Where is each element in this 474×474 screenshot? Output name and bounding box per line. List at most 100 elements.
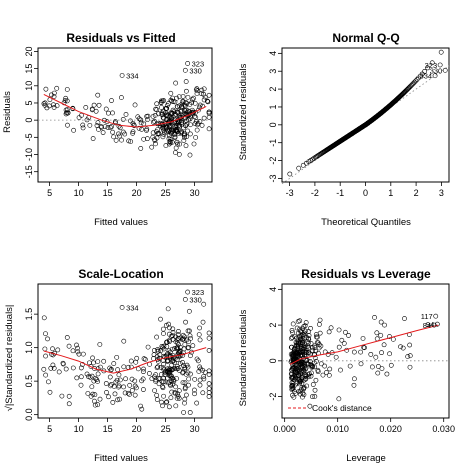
data-point (128, 118, 133, 124)
data-point (297, 318, 303, 324)
data-point (110, 129, 116, 135)
data-point (300, 390, 306, 396)
data-point (78, 374, 84, 380)
data-point (161, 116, 167, 121)
data-point (291, 394, 297, 400)
data-point (62, 98, 68, 103)
point-label: 330 (189, 66, 202, 75)
data-point (144, 128, 149, 133)
y-tick-label: 2 (268, 323, 278, 328)
data-point (369, 364, 375, 370)
data-point (308, 340, 314, 346)
data-point (314, 340, 320, 346)
point-label: 330 (189, 295, 202, 304)
data-point (419, 71, 425, 77)
data-point (43, 86, 49, 92)
data-point (292, 334, 298, 340)
data-point (175, 104, 180, 110)
data-point (308, 325, 313, 331)
data-point (183, 100, 189, 105)
data-point (159, 399, 164, 405)
data-point (95, 120, 101, 126)
data-point (158, 365, 164, 370)
data-point (176, 342, 181, 347)
data-point (92, 392, 98, 398)
data-point (182, 334, 187, 340)
data-point (317, 317, 323, 323)
labeled-point (185, 61, 191, 66)
data-point (180, 360, 185, 365)
data-point (132, 392, 138, 398)
data-point (307, 359, 313, 364)
data-point (188, 371, 193, 377)
data-point (91, 378, 97, 384)
data-point (152, 118, 157, 124)
smooth-line (43, 93, 207, 128)
point-label: 334 (126, 71, 139, 80)
data-point (303, 160, 309, 166)
data-point (139, 126, 145, 132)
data-point (302, 323, 308, 329)
data-point (289, 380, 295, 386)
data-point (166, 372, 172, 378)
data-point (296, 165, 302, 171)
x-tick-label: 5 (47, 188, 52, 198)
data-point (155, 348, 161, 354)
y-tick-label: -2 (268, 393, 278, 401)
data-point (197, 377, 203, 383)
data-point (45, 336, 50, 342)
data-point (64, 110, 70, 116)
data-point (169, 389, 175, 395)
data-point (126, 138, 132, 144)
data-point (206, 109, 212, 115)
data-point (312, 364, 317, 370)
data-point (187, 152, 193, 158)
data-point (156, 381, 162, 387)
data-point (169, 346, 175, 352)
data-point (156, 111, 161, 117)
data-point (372, 315, 377, 320)
data-point (299, 375, 305, 381)
data-point (206, 126, 212, 132)
data-point (193, 119, 199, 124)
data-point (91, 360, 96, 366)
data-point (167, 369, 173, 375)
point-label: 117 (421, 312, 433, 321)
data-point (352, 376, 357, 382)
data-point (130, 130, 136, 136)
data-point (128, 139, 134, 145)
data-point (160, 403, 165, 409)
data-point (181, 410, 186, 415)
data-point (41, 366, 47, 372)
data-point (74, 342, 79, 348)
data-point (132, 102, 138, 108)
data-point (103, 106, 109, 112)
data-point (136, 125, 142, 131)
data-point (158, 105, 164, 110)
data-point (173, 403, 179, 409)
data-point (339, 337, 345, 343)
x-tick-label: 20 (132, 188, 142, 198)
data-point (181, 346, 187, 352)
data-point (180, 380, 186, 385)
data-point (191, 109, 197, 115)
data-point (163, 400, 169, 405)
data-point (92, 398, 97, 404)
data-point (289, 344, 295, 350)
data-point (153, 372, 159, 378)
data-point (166, 331, 172, 337)
data-point (360, 336, 366, 341)
data-point (192, 387, 197, 393)
panel-scale-location: Scale-Location Fitted values √|Standardi… (4, 267, 213, 464)
point-label: 323 (425, 61, 438, 70)
data-point (66, 393, 72, 399)
data-point (303, 344, 309, 350)
y-tick-label: 20 (24, 46, 34, 56)
data-point (59, 393, 65, 399)
data-point (206, 347, 212, 353)
data-point (93, 376, 98, 381)
data-point (177, 141, 183, 147)
data-point (197, 382, 203, 388)
data-point (336, 327, 342, 333)
data-point (308, 373, 314, 379)
